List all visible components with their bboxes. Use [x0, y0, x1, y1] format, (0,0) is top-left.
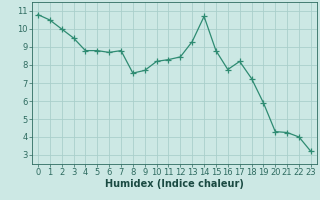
X-axis label: Humidex (Indice chaleur): Humidex (Indice chaleur)	[105, 179, 244, 189]
